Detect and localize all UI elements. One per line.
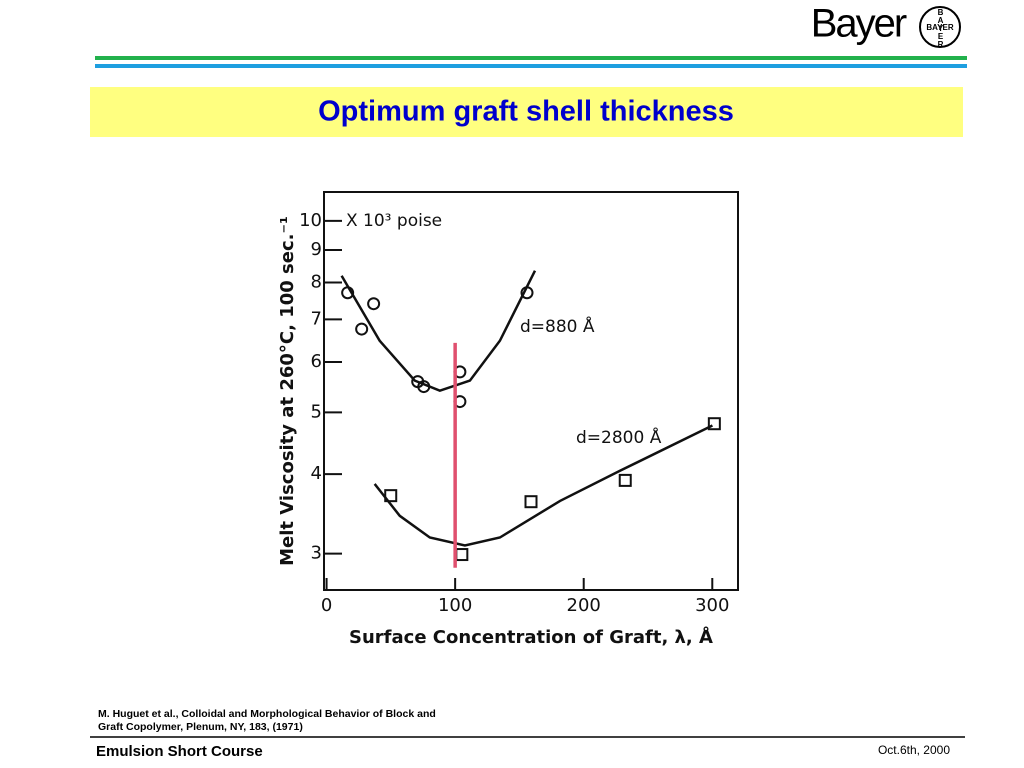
rule-green: [95, 56, 967, 60]
y-tick-label: 8: [311, 272, 322, 293]
fit-curve: [340, 270, 537, 392]
y-tick-label: 5: [311, 401, 322, 422]
point: [384, 489, 398, 503]
y-tick-label: 4: [311, 463, 322, 484]
point: [707, 417, 721, 431]
slide-title: Optimum graft shell thickness: [318, 96, 734, 128]
y-unit-label: X 10³ poise: [346, 211, 442, 231]
footer-right: Oct.6th, 2000: [878, 743, 950, 757]
x-tick-label: 0: [321, 595, 332, 616]
logo-cross-h: BAYER: [926, 23, 953, 32]
y-tick-label: 9: [311, 239, 322, 260]
fit-curve: [373, 424, 713, 547]
footer-left: Emulsion Short Course: [96, 743, 263, 760]
point: [367, 297, 381, 311]
citation: M. Huguet et al., Colloidal and Morpholo…: [98, 708, 436, 720]
point: [417, 380, 431, 394]
point: [524, 495, 538, 509]
point: [618, 473, 632, 487]
y-tick-label: 10: [299, 210, 322, 231]
logo-text: Bayer: [811, 2, 907, 46]
y-tick-label: 6: [311, 351, 322, 372]
point: [520, 286, 534, 300]
series-label: d=880 Å: [520, 315, 595, 337]
x-axis-label: Surface Concentration of Graft, λ, Å: [349, 625, 713, 648]
plot-frame: [323, 191, 739, 591]
y-tick-label: 7: [311, 308, 322, 329]
y-tick-label: 3: [311, 543, 322, 564]
citation: Graft Copolymer, Plenum, NY, 183, (1971): [98, 721, 303, 733]
rule-blue: [95, 64, 967, 68]
point: [355, 322, 369, 336]
point: [455, 548, 469, 562]
y-axis-label: Melt Viscosity at 260°C, 100 sec.⁻¹: [277, 216, 298, 566]
x-tick-label: 300: [695, 595, 729, 616]
point: [341, 286, 355, 300]
x-tick-label: 200: [567, 595, 601, 616]
logo-circle: [919, 6, 961, 48]
x-tick-label: 100: [438, 595, 472, 616]
logo-cross-v: BAYER: [936, 8, 945, 48]
series-label: d=2800 Å: [576, 426, 662, 448]
title-box: [90, 87, 963, 137]
